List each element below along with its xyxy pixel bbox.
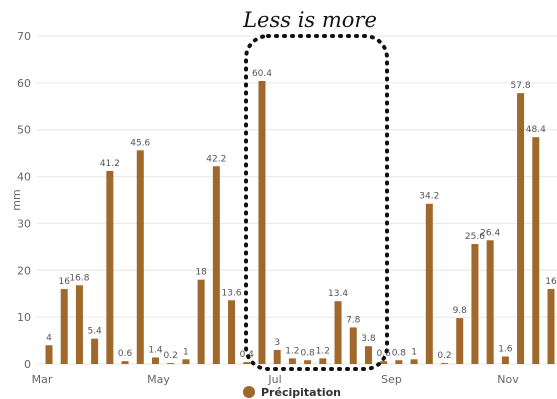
bar-value-label: 42.2 (206, 154, 226, 164)
x-tick-label: Nov (497, 373, 519, 386)
y-tick-label: 20 (17, 264, 31, 277)
bar[interactable] (121, 361, 129, 364)
bar[interactable] (212, 166, 220, 364)
bar-value-label: 9.8 (453, 306, 468, 316)
bar-value-label: 0.2 (437, 351, 451, 361)
bar[interactable] (45, 345, 53, 364)
bar[interactable] (532, 137, 540, 364)
legend[interactable]: Précipitation (243, 386, 341, 399)
bar-value-label: 57.8 (511, 81, 531, 91)
bar[interactable] (410, 359, 418, 364)
bar-value-label: 0.6 (118, 349, 133, 359)
bar-value-label: 0.8 (300, 348, 315, 358)
y-tick-label: 40 (17, 171, 31, 184)
grid-lines (37, 35, 557, 365)
y-tick-label: 70 (17, 30, 31, 43)
bar[interactable] (243, 362, 251, 364)
bar-value-label: 16 (58, 277, 70, 287)
bar[interactable] (364, 346, 372, 364)
y-tick-label: 10 (17, 311, 31, 324)
bar-value-label: 1 (411, 347, 417, 357)
bar[interactable] (151, 357, 159, 364)
bar[interactable] (136, 150, 144, 364)
bar[interactable] (395, 360, 403, 364)
bar[interactable] (425, 203, 433, 364)
bar[interactable] (288, 358, 296, 364)
bar-value-label: 48.4 (526, 125, 546, 135)
bar-value-label: 41.2 (100, 159, 120, 169)
bar[interactable] (304, 360, 312, 364)
bar[interactable] (273, 349, 281, 364)
bar-value-label: 18 (195, 268, 207, 278)
bar-value-label: 0.2 (164, 351, 178, 361)
bar-value-label: 13.6 (222, 288, 242, 298)
bar-value-label: 1.6 (498, 345, 513, 355)
bar-value-label: 1.2 (316, 346, 330, 356)
bar[interactable] (228, 300, 236, 364)
bar[interactable] (349, 327, 357, 364)
y-tick-label: 50 (17, 124, 31, 137)
x-tick-label: May (147, 373, 170, 386)
chart-title: Less is more (242, 8, 377, 32)
bar-value-label: 1.2 (285, 346, 299, 356)
x-axis-ticks: Mar May Jul Sep Nov (32, 373, 520, 386)
bars (45, 80, 555, 365)
x-tick-label: Mar (32, 373, 53, 386)
bar-value-label: 34.2 (419, 192, 439, 202)
bar[interactable] (456, 318, 464, 364)
legend-swatch (243, 386, 255, 398)
bar[interactable] (197, 279, 205, 364)
bar-value-label: 1 (183, 347, 189, 357)
bar[interactable] (441, 363, 449, 364)
bar[interactable] (60, 289, 68, 364)
bar-value-label: 3 (274, 338, 280, 348)
bar-value-label: 16 (545, 277, 557, 287)
x-tick-label: Sep (381, 373, 402, 386)
bar[interactable] (471, 244, 479, 364)
y-tick-label: 0 (24, 358, 31, 371)
bar[interactable] (517, 93, 525, 364)
bar[interactable] (547, 289, 555, 364)
bar-value-label: 5.4 (87, 327, 102, 337)
y-tick-label: 60 (17, 77, 31, 90)
bar-value-label: 60.4 (252, 69, 272, 79)
bar[interactable] (167, 363, 175, 364)
y-axis-ticks: 0 10 20 30 40 50 60 70 (17, 30, 31, 371)
y-tick-label: 30 (17, 217, 31, 230)
bar-value-label: 16.8 (69, 273, 89, 283)
y-axis-label: mm (10, 189, 23, 210)
bar[interactable] (334, 301, 342, 364)
bar[interactable] (258, 80, 266, 365)
bar-value-label: 45.6 (130, 138, 150, 148)
bar-value-label: 7.8 (346, 315, 361, 325)
bar[interactable] (486, 240, 494, 364)
bar[interactable] (380, 361, 388, 364)
bar-value-label: 26.4 (480, 228, 500, 238)
bar[interactable] (106, 170, 114, 364)
bar[interactable] (182, 359, 190, 364)
bar-value-label: 13.4 (328, 289, 348, 299)
legend-label: Précipitation (261, 386, 341, 399)
bar-value-label: 3.8 (361, 334, 376, 344)
bar[interactable] (501, 356, 509, 364)
bar-value-label: 25.6 (465, 232, 485, 242)
bar[interactable] (75, 285, 83, 364)
bar-value-label: 4 (46, 333, 52, 343)
bar-value-label: 0.8 (392, 348, 407, 358)
bar-value-label: 1.4 (148, 345, 163, 355)
highlight-box (244, 34, 389, 371)
x-tick-label: Jul (267, 373, 281, 386)
bar[interactable] (91, 338, 99, 364)
bar[interactable] (319, 358, 327, 364)
bar-value-label: 0.6 (377, 349, 392, 359)
